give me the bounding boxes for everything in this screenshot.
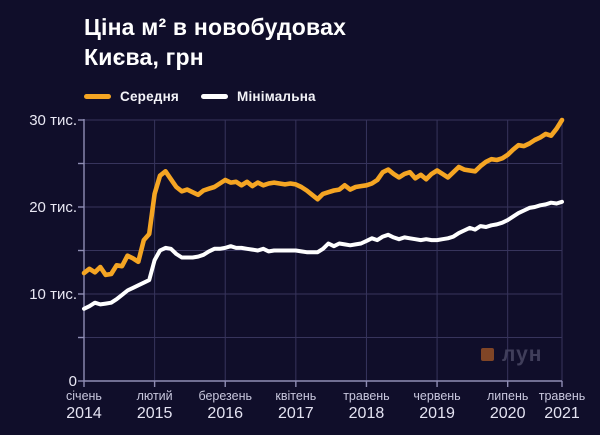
x-axis-label: липень 2020 <box>465 389 551 423</box>
y-axis-label: 30 тис. <box>29 112 77 129</box>
legend: Середня Мінімальна <box>84 87 316 105</box>
chart-title-line1: Ціна м² в новобудовах <box>84 14 347 40</box>
legend-label-average: Середня <box>120 88 180 104</box>
lun-watermark: лун <box>481 344 542 365</box>
x-axis-month: січень <box>66 389 102 403</box>
minimum-line <box>82 199 564 311</box>
y-axis-label: 0 <box>68 373 77 390</box>
lun-watermark-text: лун <box>502 343 543 366</box>
legend-item-minimum: Мінімальна <box>201 89 316 104</box>
x-axis-label: червень 2019 <box>394 389 480 423</box>
x-axis-year: 2021 <box>544 405 580 422</box>
x-axis-year: 2015 <box>136 405 173 422</box>
average-line-swatch-icon <box>84 93 111 99</box>
y-axis-label: 10 тис. <box>29 286 77 303</box>
x-axis-month: квітень <box>275 389 317 403</box>
x-axis-year: 2017 <box>278 405 314 422</box>
x-axis-label: квітень 2017 <box>253 389 339 423</box>
x-axis-month: червень <box>413 389 461 403</box>
x-axis-label: травень 2021 <box>519 389 600 423</box>
average-line <box>81 117 565 278</box>
x-axis-label: лютий 2015 <box>112 389 198 423</box>
x-axis-year: 2014 <box>66 405 102 422</box>
x-axis-year: 2020 <box>489 405 526 422</box>
y-axis-label: 20 тис. <box>29 199 77 216</box>
legend-item-average: Середня <box>84 89 179 104</box>
chart-title-line2: Києва, грн <box>84 44 204 70</box>
legend-label-minimum: Мінімальна <box>237 88 316 104</box>
chart-title: Ціна м² в новобудовах Києва, грн <box>84 12 346 72</box>
x-axis-year: 2016 <box>207 405 244 422</box>
x-axis-month: липень <box>486 389 529 403</box>
lun-logo-icon <box>481 348 494 361</box>
x-axis-year: 2018 <box>348 405 385 422</box>
x-axis-month: травень <box>343 389 390 403</box>
x-axis-label: січень 2014 <box>41 389 127 423</box>
x-axis-year: 2019 <box>419 405 455 422</box>
x-axis-label: березень 2016 <box>182 389 268 423</box>
x-axis-label: травень 2018 <box>323 389 409 423</box>
x-axis-month: травень <box>538 389 586 403</box>
x-axis-month: березень <box>198 389 252 403</box>
minimum-line-swatch-icon <box>201 93 229 99</box>
x-axis-month: лютий <box>136 389 173 403</box>
